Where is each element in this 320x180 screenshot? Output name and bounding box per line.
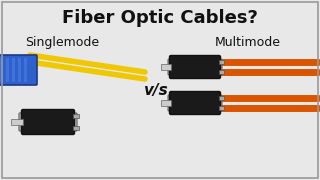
FancyBboxPatch shape (168, 59, 222, 75)
Bar (219, 60, 224, 64)
FancyBboxPatch shape (21, 109, 75, 134)
Text: Singlemode: Singlemode (25, 35, 99, 48)
Bar (12, 58, 15, 82)
Bar (24, 58, 27, 82)
Text: v/s: v/s (143, 82, 167, 98)
Bar (219, 70, 224, 74)
Bar (161, 64, 171, 70)
Bar (73, 114, 79, 118)
Text: Fiber Optic Cables?: Fiber Optic Cables? (62, 9, 258, 27)
Bar (161, 100, 171, 106)
FancyBboxPatch shape (168, 95, 222, 111)
FancyBboxPatch shape (0, 55, 37, 85)
FancyBboxPatch shape (170, 91, 220, 114)
FancyBboxPatch shape (19, 113, 77, 131)
Bar (0, 58, 3, 82)
Text: Multimode: Multimode (215, 35, 281, 48)
Bar (73, 126, 79, 130)
Bar (6, 58, 9, 82)
Bar (219, 96, 224, 100)
Bar (11, 119, 23, 125)
FancyBboxPatch shape (170, 55, 220, 78)
Bar (219, 106, 224, 110)
Bar (18, 58, 21, 82)
